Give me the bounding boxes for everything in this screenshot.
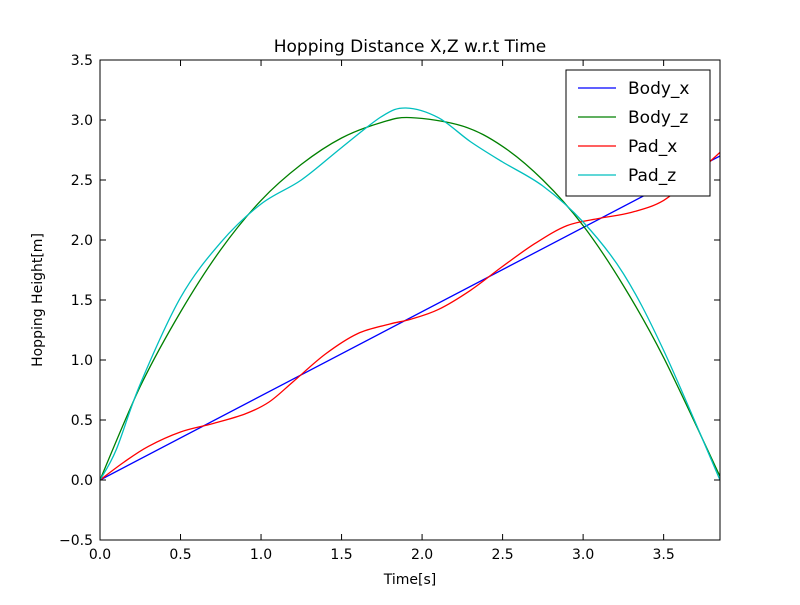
- y-tick-label: 2.5: [71, 173, 93, 189]
- axis-ticks: 0.0 0.5 1.0 1.5 2.0 2.5 3.0 3.5−0.50.00.51.01.5…: [59, 53, 720, 563]
- y-tick-label: 3.0: [71, 113, 93, 129]
- series-line-pad-z: [100, 107, 720, 481]
- legend-label-pad-x: Pad_x: [628, 137, 677, 157]
- y-tick-label: 1.0: [71, 353, 93, 369]
- x-tick-label: 0.0: [89, 547, 111, 563]
- x-tick-label: 3.0: [572, 547, 594, 563]
- y-axis-label: Hopping Height[m]: [30, 233, 46, 367]
- legend-label-pad-z: Pad_z: [628, 166, 676, 186]
- series-line-body-z: [100, 116, 720, 481]
- series-line-body-x: [100, 155, 720, 481]
- x-tick-label: 2.5: [491, 547, 513, 563]
- y-tick-label: −0.5: [59, 533, 93, 549]
- y-tick-label: 0.0: [71, 473, 93, 489]
- series-line-pad-x: [100, 151, 720, 481]
- x-tick-label: 2.0: [411, 547, 433, 563]
- x-tick-label: 1.0: [250, 547, 272, 563]
- y-tick-label: 0.5: [71, 413, 93, 429]
- legend-label-body-z: Body_z: [628, 108, 688, 128]
- y-tick-label: 1.5: [71, 293, 93, 309]
- y-tick-label: 3.5: [71, 53, 93, 69]
- legend: Body_x Body_z Pad_x Pad_z: [565, 69, 711, 197]
- x-tick-label: 3.5: [653, 547, 675, 563]
- legend-label-body-x: Body_x: [628, 79, 689, 99]
- x-tick-label: 0.5: [169, 547, 191, 563]
- chart-title: Hopping Distance X,Z w.r.t Time: [274, 37, 547, 57]
- y-tick-label: 2.0: [71, 233, 93, 249]
- x-axis-label: Time[s]: [383, 572, 436, 588]
- x-tick-label: 1.5: [330, 547, 352, 563]
